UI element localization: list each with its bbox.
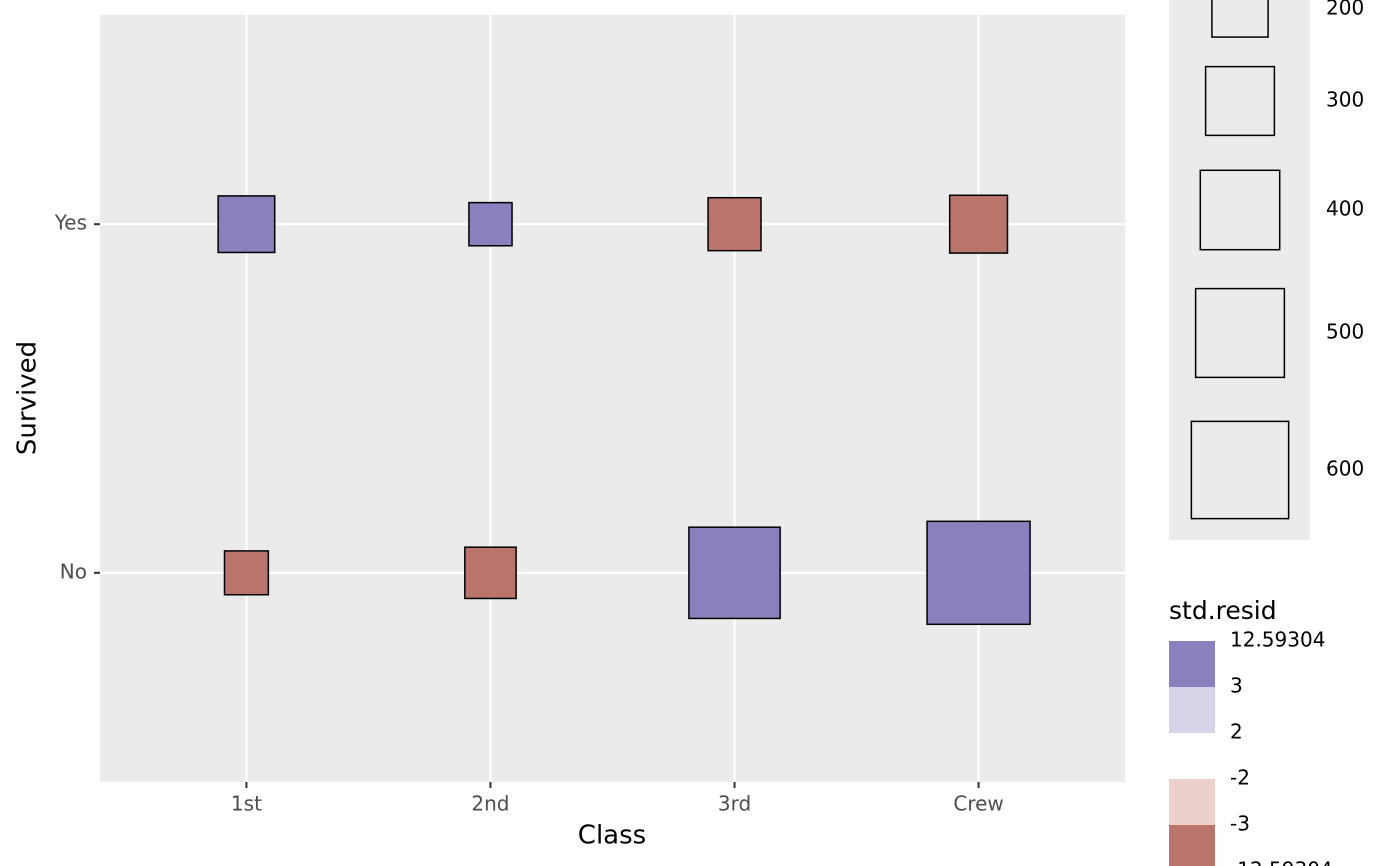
x-tick-label: Crew xyxy=(953,792,1003,816)
size-legend-key xyxy=(1199,169,1281,251)
panel xyxy=(100,15,1125,782)
tile xyxy=(707,196,762,252)
y-tick-label: Yes xyxy=(54,211,87,235)
fill-legend-key xyxy=(1169,733,1215,779)
tile xyxy=(468,201,513,247)
size-legend-panel xyxy=(1169,0,1310,540)
tile xyxy=(926,520,1031,626)
size-legend-label: 600 xyxy=(1326,457,1364,481)
x-axis-title: Class xyxy=(578,821,646,851)
size-legend-key xyxy=(1190,420,1290,520)
fill-legend-key xyxy=(1169,641,1215,687)
tile xyxy=(223,550,270,596)
fill-legend-label: 12.59304 xyxy=(1230,628,1325,652)
tile xyxy=(688,526,781,620)
size-legend-key xyxy=(1194,287,1286,379)
x-tick-label: 1st xyxy=(231,792,262,816)
fill-legend-label: -12.59304 xyxy=(1230,858,1333,866)
fill-legend-label: -3 xyxy=(1230,812,1250,836)
size-legend-label: 400 xyxy=(1326,197,1364,221)
fill-legend-title: std.resid xyxy=(1169,596,1277,625)
fill-legend-label: -2 xyxy=(1230,766,1250,790)
tile xyxy=(948,194,1009,254)
size-legend-label: 300 xyxy=(1326,88,1364,112)
size-legend-label: 200 xyxy=(1326,0,1364,20)
fill-legend-key xyxy=(1169,825,1215,866)
y-axis-title: Survived xyxy=(13,341,43,455)
y-tick-label: No xyxy=(60,559,87,583)
x-tick-label: 2nd xyxy=(471,792,509,816)
tile xyxy=(464,546,517,600)
tile xyxy=(217,195,276,254)
x-tick-label: 3rd xyxy=(718,792,751,816)
size-legend-key xyxy=(1211,0,1269,38)
fill-legend-label: 2 xyxy=(1230,720,1243,744)
fill-legend-label: 3 xyxy=(1230,674,1243,698)
size-legend-label: 500 xyxy=(1326,320,1364,344)
fill-legend-key xyxy=(1169,687,1215,733)
size-legend-key xyxy=(1204,65,1276,137)
fill-legend-key xyxy=(1169,779,1215,825)
